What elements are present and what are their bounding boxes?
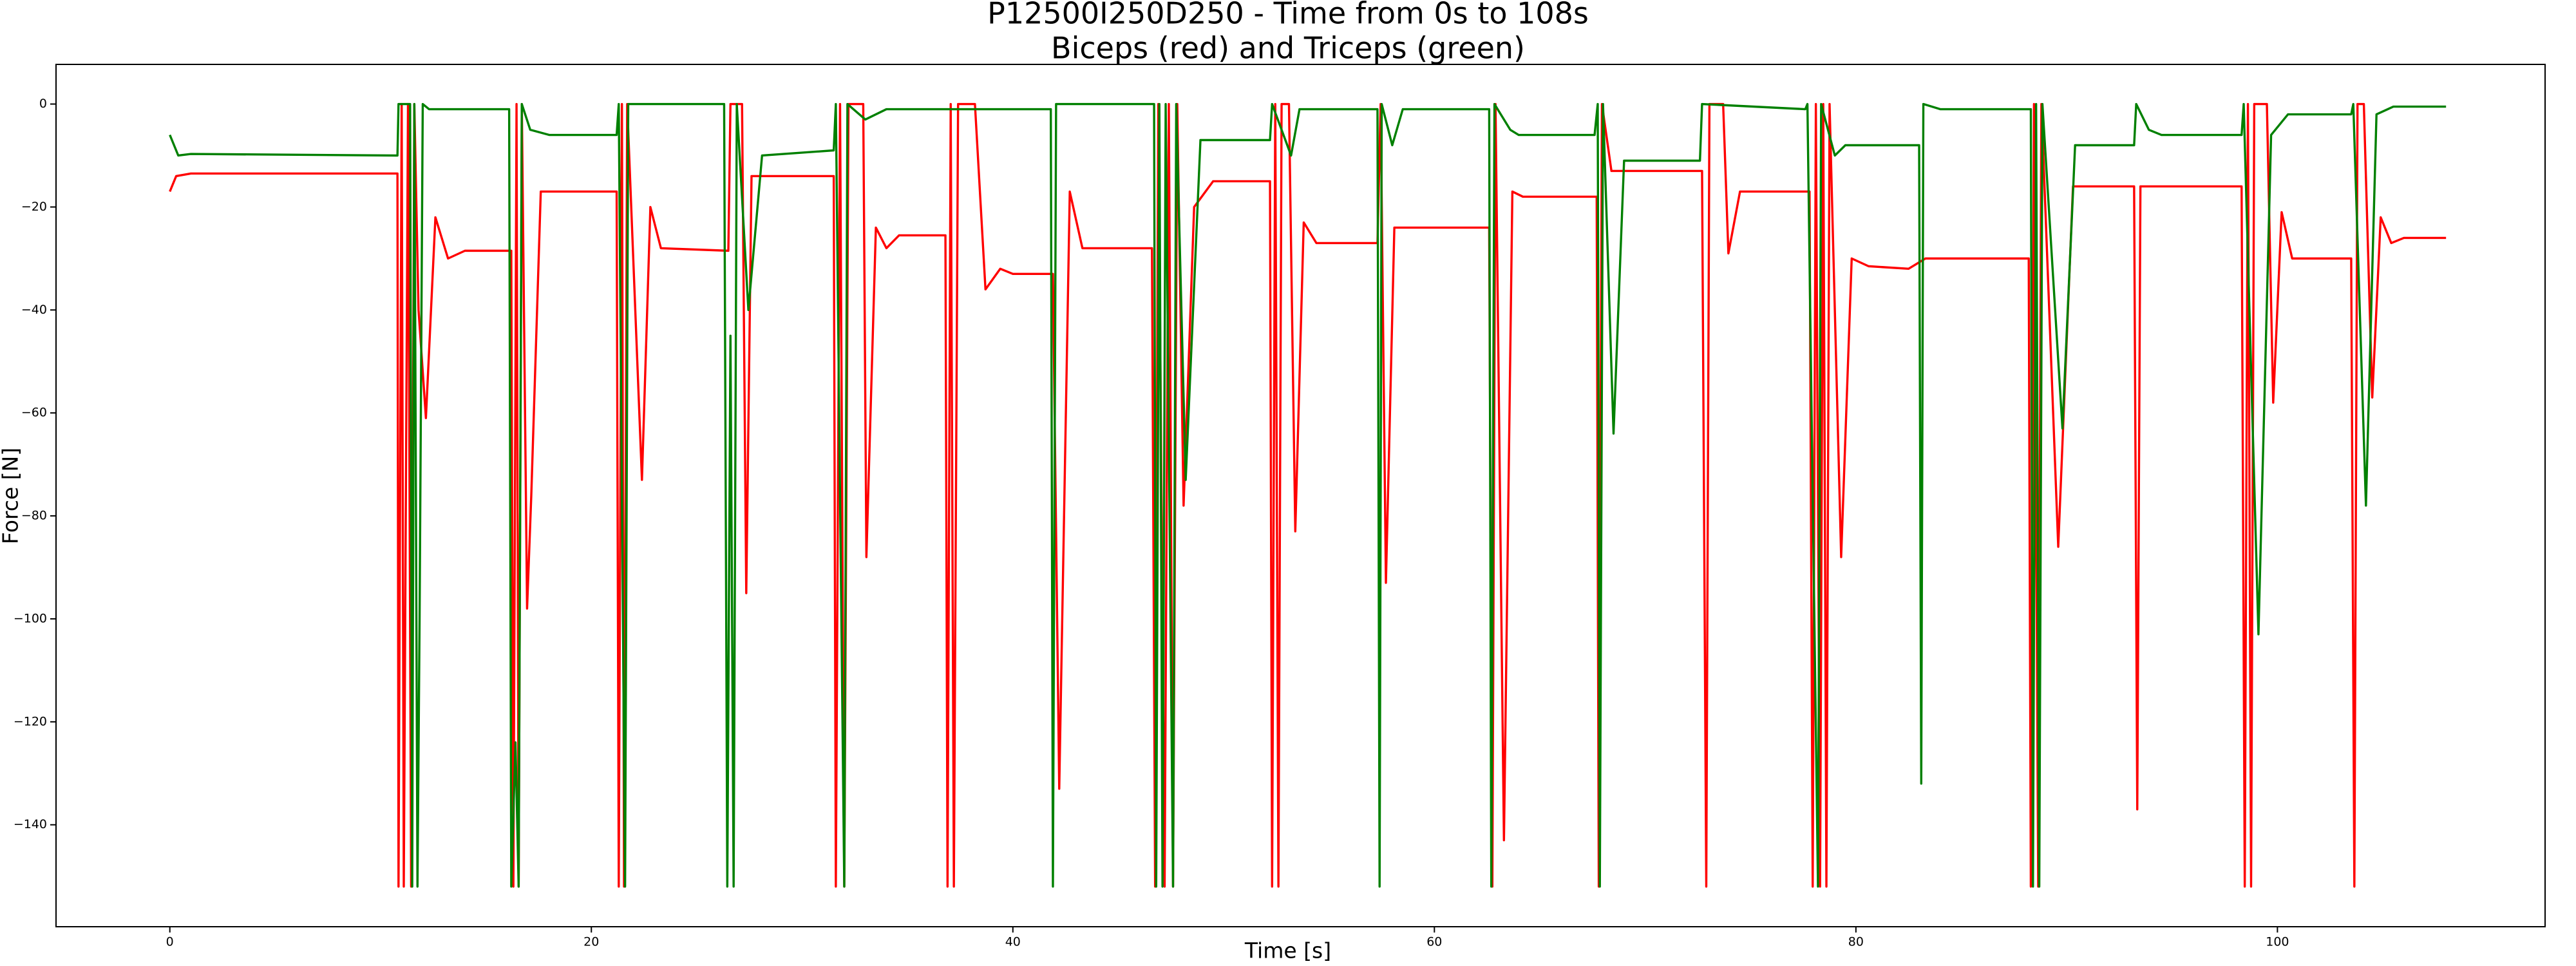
data-line: [169, 102, 2447, 888]
plot-frame: [55, 64, 2546, 927]
x-tick-label: 100: [2266, 935, 2289, 949]
x-tick-label: 40: [1005, 935, 1021, 949]
y-tick-label: −100: [14, 611, 47, 625]
x-tick-label: 0: [166, 935, 174, 949]
x-axis-label: Time [s]: [1244, 938, 1331, 963]
y-tick-label: −80: [21, 509, 47, 523]
x-tick-label: 80: [1848, 935, 1864, 949]
y-axis-label: Force [N]: [0, 448, 23, 544]
chart-subtitle: Biceps (red) and Triceps (green): [1051, 31, 1525, 66]
y-tick-label: −20: [21, 200, 47, 214]
y-tick-label: −60: [21, 406, 47, 420]
data-line: [169, 102, 2447, 888]
y-tick-label: 0: [39, 97, 47, 111]
chart-title: P12500I250D250 - Time from 0s to 108s: [987, 0, 1589, 31]
y-tick-label: −40: [21, 303, 47, 317]
x-tick-label: 60: [1426, 935, 1442, 949]
y-tick-label: −120: [14, 714, 47, 728]
y-tick-label: −140: [14, 817, 47, 831]
x-tick-label: 20: [583, 935, 599, 949]
